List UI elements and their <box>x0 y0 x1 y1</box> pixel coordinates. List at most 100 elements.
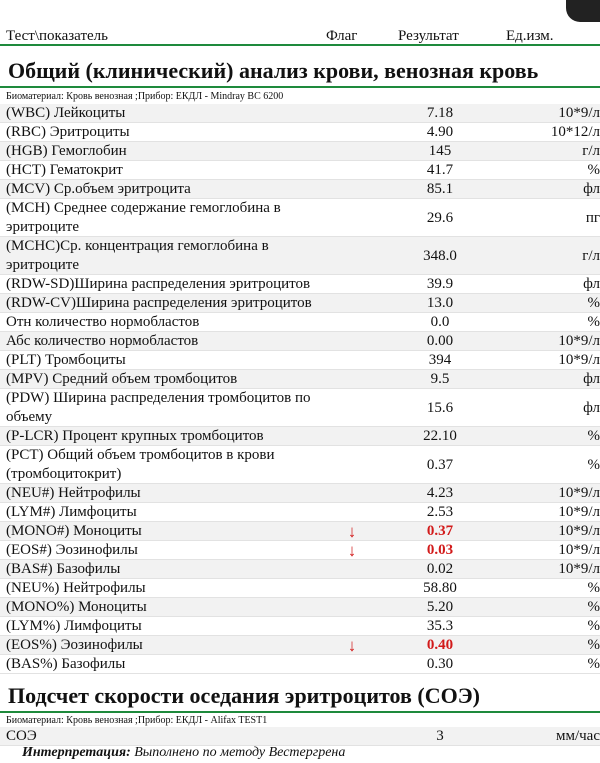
table-row: (LYM%) Лимфоциты 35.3% <box>0 617 600 636</box>
interpretation-text: Выполнено по методу Вестергрена <box>134 745 346 760</box>
unit-value: 10*9/л <box>558 352 600 368</box>
unit-value: г/л <box>582 143 600 159</box>
test-name: (RDW-SD)Ширина распределения эритроцитов <box>6 276 311 292</box>
test-name: (MONO#) Моноциты <box>6 523 142 539</box>
interpretation-label: Интерпретация: <box>22 745 131 760</box>
column-unit: Ед.изм. <box>506 28 554 44</box>
unit-value: % <box>587 295 600 311</box>
result-value: 0.37 <box>426 523 454 539</box>
table-row: (MPV) Средний объем тромбоцитов 9.5 фл <box>0 370 600 389</box>
table-row: Отн количество нормобластов 0.0% <box>0 313 600 332</box>
unit-value: % <box>587 162 600 178</box>
unit-value: % <box>587 456 600 473</box>
table-row: (RBC) Эритроциты 4.90 10*12/л <box>0 123 600 142</box>
result-value: 0.30 <box>426 656 454 672</box>
cbc-biomaterial: Биоматериал: Кровь венозная ;Прибор: ЕКД… <box>6 91 284 102</box>
unit-value: % <box>587 428 600 444</box>
test-name: (BAS%) Базофилы <box>6 656 126 672</box>
result-value: 13.0 <box>426 295 454 311</box>
table-row: (BAS#) Базофилы 0.02 10*9/л <box>0 560 600 579</box>
result-value: 0.02 <box>426 561 454 577</box>
table-row: (MONO%) Моноциты 5.20% <box>0 598 600 617</box>
result-value: 9.5 <box>430 371 450 387</box>
test-name: (EOS#) Эозинофилы <box>6 542 138 558</box>
test-name: (RDW-CV)Ширина распределения эритроцитов <box>6 295 312 311</box>
esr-biomaterial: Биоматериал: Кровь венозная ;Прибор: ЕКД… <box>6 715 268 726</box>
unit-value: 10*9/л <box>558 561 600 577</box>
result-value: 85.1 <box>426 181 454 197</box>
result-value: 39.9 <box>426 276 454 292</box>
test-name: Абс количество нормобластов <box>6 333 199 349</box>
result-value: 3 <box>436 728 444 744</box>
test-name: СОЭ <box>6 728 37 744</box>
test-name: (P-LCR) Процент крупных тромбоцитов <box>6 428 264 444</box>
column-flag: Флаг <box>326 28 358 44</box>
unit-value: % <box>587 656 600 672</box>
test-name: (MPV) Средний объем тромбоцитов <box>6 371 238 387</box>
result-value: 15.6 <box>426 399 454 416</box>
test-name: (LYM%) Лимфоциты <box>6 618 142 634</box>
table-row: (MCV) Ср.объем эритроцита 85.1 фл <box>0 180 600 199</box>
table-row: (MONO#) Моноциты ↓ 0.37 10*9/л <box>0 522 600 541</box>
unit-value: фл <box>583 371 600 387</box>
table-row: (EOS%) Эозинофилы ↓ 0.40% <box>0 636 600 655</box>
test-name: (PCT) Общий объем тромбоцитов в крови (т… <box>6 447 275 482</box>
result-value: 2.53 <box>426 504 454 520</box>
table-row: (P-LCR) Процент крупных тромбоцитов 22.10… <box>0 427 600 446</box>
result-value: 4.23 <box>426 485 454 501</box>
unit-value: фл <box>583 181 600 197</box>
result-value: 35.3 <box>426 618 454 634</box>
unit-value: г/л <box>582 247 600 264</box>
result-value: 58.80 <box>423 580 457 596</box>
table-row: (PDW) Ширина распределения тромбоцитов п… <box>0 389 600 427</box>
result-value: 348.0 <box>423 247 457 264</box>
test-name: (MCV) Ср.объем эритроцита <box>6 181 191 197</box>
table-row: (RDW-CV)Ширина распределения эритроцитов… <box>0 294 600 313</box>
test-name: Отн количество нормобластов <box>6 314 200 330</box>
table-row: (NEU#) Нейтрофилы 4.23 10*9/л <box>0 484 600 503</box>
test-name: (NEU%) Нейтрофилы <box>6 580 146 596</box>
test-name: (MCHC)Ср. концентрация гемоглобина в эри… <box>6 238 269 273</box>
table-row: (LYM#) Лимфоциты 2.53 10*9/л <box>0 503 600 522</box>
unit-value: 10*9/л <box>558 105 600 121</box>
table-row: (NEU%) Нейтрофилы 58.80% <box>0 579 600 598</box>
flag-low-icon: ↓ <box>347 636 357 655</box>
table-row: Абс количество нормобластов 0.00 10*9/л <box>0 332 600 351</box>
result-value: 145 <box>428 143 452 159</box>
table-row: (BAS%) Базофилы 0.30% <box>0 655 600 674</box>
flag-low-icon: ↓ <box>347 541 357 560</box>
screen-corner <box>566 0 600 22</box>
test-name: (NEU#) Нейтрофилы <box>6 485 141 501</box>
interpretation: Интерпретация: Выполнено по методу Весте… <box>22 745 345 761</box>
test-name: (MONO%) Моноциты <box>6 599 147 615</box>
test-name: (RBC) Эритроциты <box>6 124 130 140</box>
result-value: 0.03 <box>426 542 454 558</box>
column-test: Тест\показатель <box>6 28 108 44</box>
test-name: (LYM#) Лимфоциты <box>6 504 137 520</box>
table-row: (MCHC)Ср. концентрация гемоглобина в эри… <box>0 237 600 275</box>
table-row: (MCH) Среднее содержание гемоглобина в э… <box>0 199 600 237</box>
test-name: (HCT) Гематокрит <box>6 162 123 178</box>
table-row: (WBC) Лейкоциты 7.18 10*9/л <box>0 104 600 123</box>
table-row: (EOS#) Эозинофилы ↓ 0.03 10*9/л <box>0 541 600 560</box>
unit-value: % <box>587 618 600 634</box>
unit-value: 10*9/л <box>558 523 600 539</box>
column-result: Результат <box>398 28 459 44</box>
result-value: 0.00 <box>426 333 454 349</box>
unit-value: пг <box>585 209 600 226</box>
unit-value: 10*9/л <box>558 542 600 558</box>
flag-low-icon: ↓ <box>347 522 357 541</box>
unit-value: мм/час <box>555 728 600 744</box>
unit-value: % <box>587 637 600 653</box>
unit-value: % <box>587 314 600 330</box>
result-value: 0.0 <box>430 314 450 330</box>
test-name: (PDW) Ширина распределения тромбоцитов п… <box>6 390 311 425</box>
unit-value: % <box>587 599 600 615</box>
table-row: (HCT) Гематокрит 41.7% <box>0 161 600 180</box>
result-value: 4.90 <box>426 124 454 140</box>
result-value: 394 <box>428 352 452 368</box>
test-name: (WBC) Лейкоциты <box>6 105 126 121</box>
test-name: (BAS#) Базофилы <box>6 561 121 577</box>
table-row: (PCT) Общий объем тромбоцитов в крови (т… <box>0 446 600 484</box>
test-name: (EOS%) Эозинофилы <box>6 637 143 653</box>
